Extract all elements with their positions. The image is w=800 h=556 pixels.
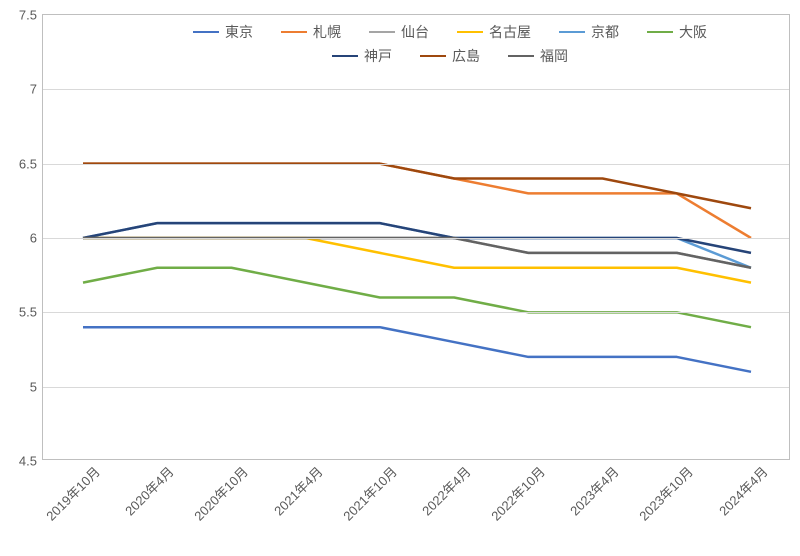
legend-item: 広島: [420, 46, 480, 66]
gridline: [43, 312, 789, 313]
legend-label: 札幌: [313, 22, 341, 42]
legend-label: 広島: [452, 46, 480, 66]
gridline: [43, 164, 789, 165]
x-axis-label: 2024年4月: [711, 459, 771, 519]
series-line: [83, 164, 751, 238]
y-axis-label: 4.5: [19, 454, 43, 469]
y-axis-label: 6.5: [19, 156, 43, 171]
legend-label: 名古屋: [489, 22, 531, 42]
legend-item: 札幌: [281, 22, 341, 42]
legend-swatch: [420, 55, 446, 57]
gridline: [43, 89, 789, 90]
series-line: [83, 327, 751, 372]
y-axis-label: 6: [30, 231, 43, 246]
plot-area: 4.555.566.577.52019年10月2020年4月2020年10月20…: [42, 14, 790, 460]
legend-label: 仙台: [401, 22, 429, 42]
legend-item: 福岡: [508, 46, 568, 66]
legend-label: 福岡: [540, 46, 568, 66]
legend-item: 大阪: [647, 22, 707, 42]
x-axis-label: 2020年4月: [117, 459, 177, 519]
legend-item: 神戸: [332, 46, 392, 66]
x-axis-label: 2022年4月: [414, 459, 474, 519]
legend-swatch: [559, 31, 585, 33]
legend-label: 大阪: [679, 22, 707, 42]
series-line: [83, 238, 751, 268]
series-line: [83, 268, 751, 327]
legend-swatch: [508, 55, 534, 57]
x-axis-label: 2022年10月: [483, 459, 548, 524]
x-axis-label: 2023年10月: [632, 459, 697, 524]
legend-swatch: [332, 55, 358, 57]
legend-item: 東京: [193, 22, 253, 42]
legend-item: 仙台: [369, 22, 429, 42]
legend: 東京 札幌 仙台 名古屋 京都 大阪神戸 広島 福岡: [170, 22, 730, 66]
y-axis-label: 5: [30, 379, 43, 394]
gridline: [43, 238, 789, 239]
x-axis-label: 2021年4月: [266, 459, 326, 519]
legend-item: 名古屋: [457, 22, 531, 42]
series-line: [83, 164, 751, 209]
y-axis-label: 5.5: [19, 305, 43, 320]
legend-label: 神戸: [364, 46, 392, 66]
x-axis-label: 2023年4月: [563, 459, 623, 519]
legend-swatch: [369, 31, 395, 33]
legend-swatch: [647, 31, 673, 33]
y-axis-label: 7.5: [19, 8, 43, 23]
line-chart: 4.555.566.577.52019年10月2020年4月2020年10月20…: [0, 0, 800, 556]
x-axis-label: 2021年10月: [335, 459, 400, 524]
legend-label: 京都: [591, 22, 619, 42]
legend-item: 京都: [559, 22, 619, 42]
legend-swatch: [193, 31, 219, 33]
x-axis-label: 2020年10月: [186, 459, 251, 524]
y-axis-label: 7: [30, 82, 43, 97]
series-line: [83, 238, 751, 283]
legend-swatch: [281, 31, 307, 33]
legend-swatch: [457, 31, 483, 33]
x-axis-label: 2019年10月: [38, 459, 103, 524]
legend-label: 東京: [225, 22, 253, 42]
gridline: [43, 387, 789, 388]
